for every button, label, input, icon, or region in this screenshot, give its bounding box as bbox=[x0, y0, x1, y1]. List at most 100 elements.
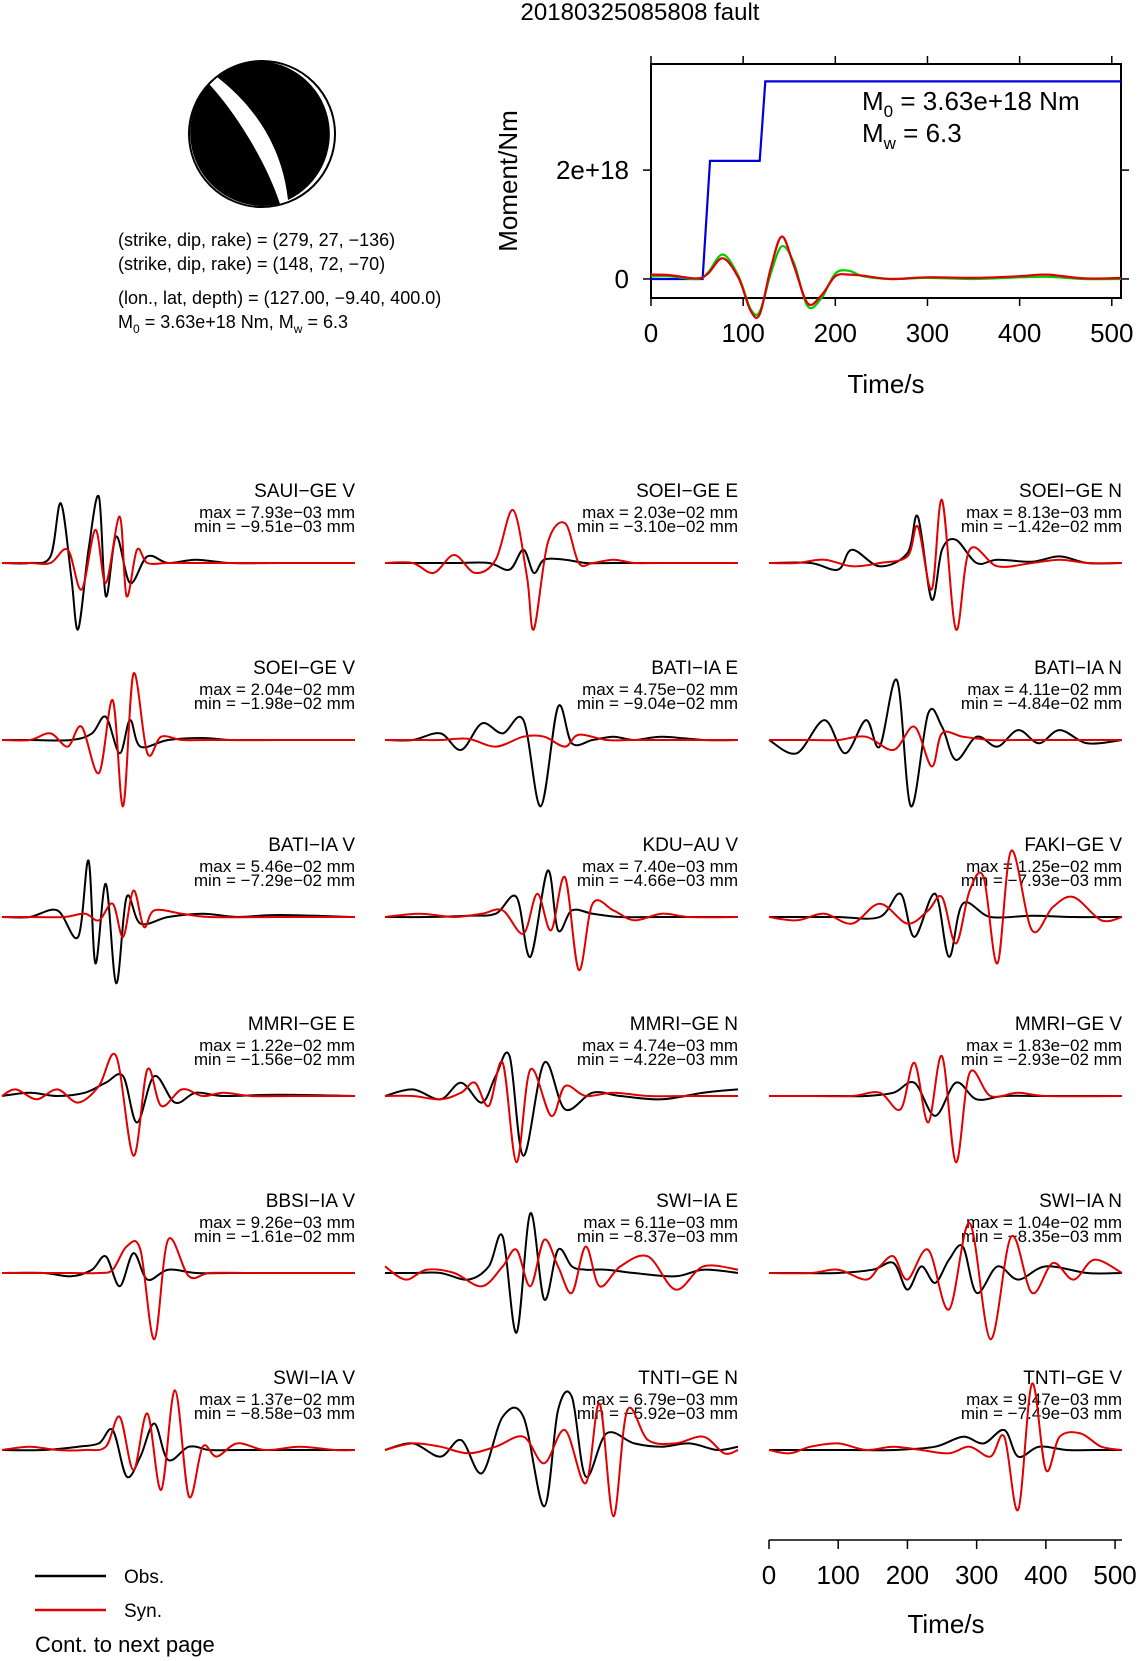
stf-frame bbox=[650, 63, 1122, 299]
station-label: KDU−AU V bbox=[642, 835, 738, 856]
stf-yticks: 0 2e+18 bbox=[556, 155, 1129, 294]
station-max: max = 9.26e−03 mm bbox=[199, 1213, 355, 1232]
waveform-xtick-label: 300 bbox=[955, 1560, 998, 1590]
station-min: min = −8.37e−03 mm bbox=[577, 1227, 738, 1246]
station-max: max = 5.46e−02 mm bbox=[199, 857, 355, 876]
stf-xtick-label: 500 bbox=[1090, 318, 1133, 348]
synthetic-trace bbox=[1, 515, 355, 598]
station-label: MMRI−GE E bbox=[248, 1014, 355, 1035]
synthetic-trace bbox=[384, 1238, 739, 1295]
beachball bbox=[188, 60, 336, 208]
synthetic-trace bbox=[1, 672, 355, 808]
stf-panel: 0 100 200 300 400 500 0 2e+18 Moment/Nm Time/s… bbox=[493, 56, 1133, 399]
station-min: min = −5.92e−03 mm bbox=[577, 1404, 738, 1423]
observed-trace bbox=[384, 704, 739, 808]
station-max: max = 9.47e−03 mm bbox=[966, 1390, 1122, 1409]
stf-xtick-label: 200 bbox=[814, 318, 857, 348]
mw-value: = 6.3 bbox=[302, 312, 348, 332]
synthetic-trace bbox=[1, 1052, 355, 1157]
station-label: SWI−IA V bbox=[273, 1368, 355, 1389]
station-label: SWI−IA N bbox=[1039, 1191, 1122, 1212]
stf-xtick-label: 100 bbox=[721, 318, 764, 348]
synthetic-trace bbox=[768, 725, 1122, 768]
station-label: BBSI−IA V bbox=[266, 1191, 356, 1212]
stf-xtick-label: 400 bbox=[998, 318, 1041, 348]
observed-trace bbox=[768, 1428, 1122, 1459]
station-max: max = 8.13e−03 mm bbox=[966, 503, 1122, 522]
mechanism-location: (lon., lat, depth) = (127.00, −9.40, 400… bbox=[118, 288, 441, 308]
station-label: MMRI−GE V bbox=[1015, 1014, 1122, 1035]
synthetic-trace bbox=[2, 889, 355, 938]
synthetic-trace bbox=[384, 876, 739, 972]
mechanism-moment: M0 = 3.63e+18 Nm, Mw = 6.3 bbox=[118, 312, 348, 336]
station-label: SWI−IA E bbox=[656, 1191, 738, 1212]
synthetic-trace bbox=[768, 1222, 1123, 1341]
observed-trace bbox=[384, 548, 738, 574]
station-min: min = −1.42e−02 mm bbox=[961, 517, 1122, 536]
stf-xtick-label: 0 bbox=[644, 318, 658, 348]
synthetic-trace bbox=[768, 1055, 1123, 1164]
stf-xticks: 0 100 200 300 400 500 bbox=[644, 56, 1133, 348]
synthetic-trace bbox=[384, 1060, 738, 1164]
station-min: min = −4.66e−03 mm bbox=[577, 871, 738, 890]
station-min: min = −3.10e−02 mm bbox=[577, 517, 738, 536]
waveform-xtick-label: 500 bbox=[1093, 1560, 1136, 1590]
waveform-xtick-label: 0 bbox=[762, 1560, 776, 1590]
beachball-compressional-quadrant-right bbox=[217, 61, 330, 200]
observed-trace bbox=[768, 678, 1123, 808]
stf-xtick-label: 300 bbox=[906, 318, 949, 348]
synthetic-trace bbox=[384, 1402, 739, 1518]
station-max: max = 4.11e−02 mm bbox=[967, 680, 1122, 699]
synthetic-trace bbox=[2, 1237, 355, 1341]
station-label: FAKI−GE V bbox=[1024, 835, 1122, 856]
station-max: max = 2.04e−02 mm bbox=[199, 680, 355, 699]
station-max: max = 7.93e−03 mm bbox=[199, 503, 355, 522]
observed-trace bbox=[768, 1080, 1122, 1117]
station-max: max = 7.40e−03 mm bbox=[582, 857, 738, 876]
mw-subscript: w bbox=[293, 322, 303, 336]
station-label: SOEI−GE N bbox=[1019, 481, 1122, 502]
stf-series-2 bbox=[650, 235, 1122, 319]
station-max: max = 1.83e−02 mm bbox=[966, 1036, 1122, 1055]
station-max: max = 6.11e−03 mm bbox=[583, 1213, 738, 1232]
station-min: min = −8.58e−03 mm bbox=[194, 1404, 355, 1423]
synthetic-trace bbox=[768, 849, 1123, 965]
observed-trace bbox=[384, 1390, 739, 1508]
stf-m0-subscript: 0 bbox=[884, 102, 893, 121]
footer-note: Cont. to next page bbox=[35, 1632, 215, 1657]
observed-trace bbox=[1, 1422, 355, 1479]
station-min: min = −2.93e−02 mm bbox=[961, 1050, 1122, 1069]
synthetic-trace bbox=[1, 1389, 356, 1499]
station-label: TNTI−GE N bbox=[638, 1368, 738, 1389]
stf-ylabel: Moment/Nm bbox=[493, 110, 523, 252]
station-min: min = −4.22e−03 mm bbox=[577, 1050, 738, 1069]
observed-trace bbox=[1, 859, 356, 985]
station-min: min = −1.56e−02 mm bbox=[194, 1050, 355, 1069]
observed-trace bbox=[769, 1244, 1123, 1294]
legend-obs-label: Obs. bbox=[124, 1567, 164, 1588]
legend-syn-label: Syn. bbox=[124, 1601, 162, 1622]
station-max: max = 6.79e−03 mm bbox=[582, 1390, 738, 1409]
station-min: min = −7.93e−03 mm bbox=[961, 871, 1122, 890]
mechanism-text: (strike, dip, rake) = (279, 27, −136) (s… bbox=[118, 230, 441, 336]
station-min: min = −9.51e−03 mm bbox=[194, 517, 355, 536]
waveform-xlabel: Time/s bbox=[907, 1609, 984, 1639]
waveform-time-axis: 0 100 200 300 400 500 bbox=[762, 1539, 1137, 1590]
station-label: MMRI−GE N bbox=[630, 1014, 738, 1035]
waveform-xtick-label: 400 bbox=[1024, 1560, 1067, 1590]
station-max: max = 1.04e−02 mm bbox=[966, 1213, 1122, 1232]
observed-trace bbox=[1, 1072, 356, 1124]
observed-trace bbox=[1, 1252, 355, 1288]
